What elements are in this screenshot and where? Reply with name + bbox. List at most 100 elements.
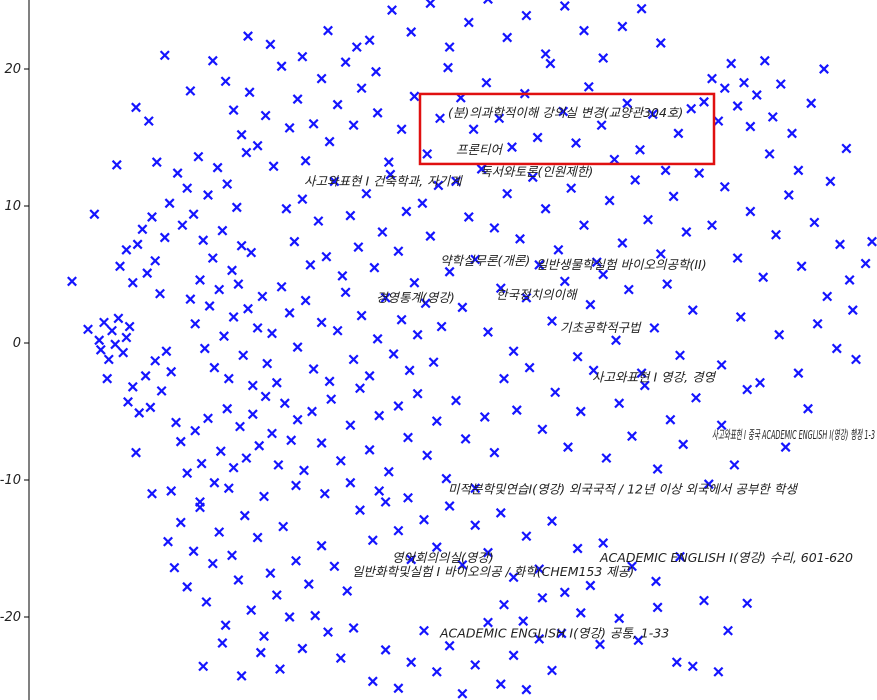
- data-point: [380, 496, 391, 507]
- data-point: [356, 83, 367, 94]
- data-point: [252, 140, 263, 151]
- data-point: [284, 612, 295, 622]
- data-point: [228, 105, 239, 116]
- data-point: [323, 25, 333, 36]
- data-point: [222, 403, 233, 414]
- data-point: [751, 90, 762, 101]
- data-point: [566, 183, 577, 194]
- data-point: [499, 373, 509, 384]
- data-point: [686, 103, 697, 114]
- data-point: [188, 209, 199, 220]
- data-point: [558, 106, 569, 117]
- data-point: [502, 32, 513, 43]
- data-point: [403, 492, 413, 503]
- data-point: [652, 602, 663, 613]
- data-point: [102, 373, 113, 384]
- data-point: [267, 328, 277, 339]
- data-point: [470, 659, 481, 670]
- data-point: [332, 99, 343, 110]
- data-point: [742, 598, 753, 609]
- data-point: [190, 425, 201, 436]
- data-point: [348, 120, 359, 131]
- data-point: [308, 118, 319, 129]
- data-point: [169, 562, 180, 573]
- annotation-label: (분)의과학적이해 강의실 변경(교양관304호): [448, 105, 683, 120]
- data-point: [383, 157, 394, 168]
- data-point: [441, 473, 452, 484]
- data-point: [409, 91, 420, 102]
- data-point: [113, 313, 124, 324]
- data-point: [156, 385, 167, 396]
- data-point: [289, 236, 300, 247]
- data-point: [537, 424, 548, 435]
- data-point: [385, 169, 396, 180]
- data-point: [502, 188, 513, 199]
- data-point: [380, 292, 391, 303]
- data-point: [340, 287, 351, 298]
- data-point: [707, 220, 717, 231]
- data-point: [235, 421, 245, 432]
- data-point: [665, 414, 676, 425]
- data-point: [649, 322, 660, 333]
- data-point: [470, 254, 481, 265]
- data-point: [326, 394, 337, 405]
- data-point: [387, 5, 397, 16]
- data-point: [435, 113, 445, 124]
- data-point: [598, 538, 609, 548]
- data-point: [182, 468, 193, 479]
- data-point: [348, 622, 359, 633]
- data-point: [316, 438, 327, 448]
- data-point: [457, 688, 468, 699]
- data-point: [755, 377, 765, 388]
- data-point: [745, 206, 756, 217]
- annotation-label: ACADEMIC ENGLISH I(영강) 공통, 1-33: [439, 626, 669, 641]
- data-point: [307, 406, 317, 417]
- data-point: [651, 576, 661, 587]
- data-point: [123, 396, 133, 407]
- data-point: [489, 222, 500, 233]
- data-point: [660, 165, 671, 176]
- data-point: [451, 395, 461, 406]
- data-point: [611, 335, 621, 346]
- data-point: [222, 179, 233, 190]
- data-point: [609, 154, 620, 165]
- data-point: [103, 354, 114, 365]
- data-point: [723, 625, 733, 636]
- data-point: [223, 483, 234, 494]
- data-point: [406, 27, 417, 37]
- data-point: [579, 25, 589, 36]
- annotation-label: 미적분학및연습I(영강) 외국국적 / 12년 이상 외국에서 공부한 학생: [448, 482, 798, 497]
- data-point: [521, 10, 532, 21]
- data-point: [483, 0, 493, 5]
- data-point: [227, 550, 237, 561]
- annotation-label: 사고와표현 I 영강, 경영: [592, 369, 717, 384]
- data-point: [345, 477, 356, 488]
- data-point: [476, 164, 487, 174]
- data-point: [99, 317, 109, 328]
- annotations: (분)의과학적이해 강의실 변경(교양관304호) 프론티어독서와토론(인원제한)…: [304, 105, 875, 641]
- data-point: [316, 540, 327, 551]
- data-point: [348, 354, 359, 365]
- data-point: [177, 220, 188, 231]
- data-point: [508, 650, 519, 661]
- data-point: [121, 332, 132, 343]
- data-point: [406, 657, 417, 668]
- data-point: [556, 628, 567, 639]
- data-point: [636, 368, 647, 379]
- data-point: [431, 542, 442, 553]
- data-point: [457, 559, 468, 570]
- data-point: [655, 248, 666, 259]
- data-point: [847, 305, 858, 316]
- data-point: [652, 464, 663, 475]
- data-point: [150, 255, 161, 266]
- data-point: [614, 398, 625, 409]
- data-point: [182, 183, 193, 194]
- data-point: [732, 253, 743, 264]
- data-point: [527, 172, 538, 183]
- data-point: [809, 217, 820, 228]
- data-point: [819, 64, 829, 74]
- data-point: [627, 431, 637, 442]
- data-point: [228, 311, 239, 322]
- data-point: [404, 365, 415, 376]
